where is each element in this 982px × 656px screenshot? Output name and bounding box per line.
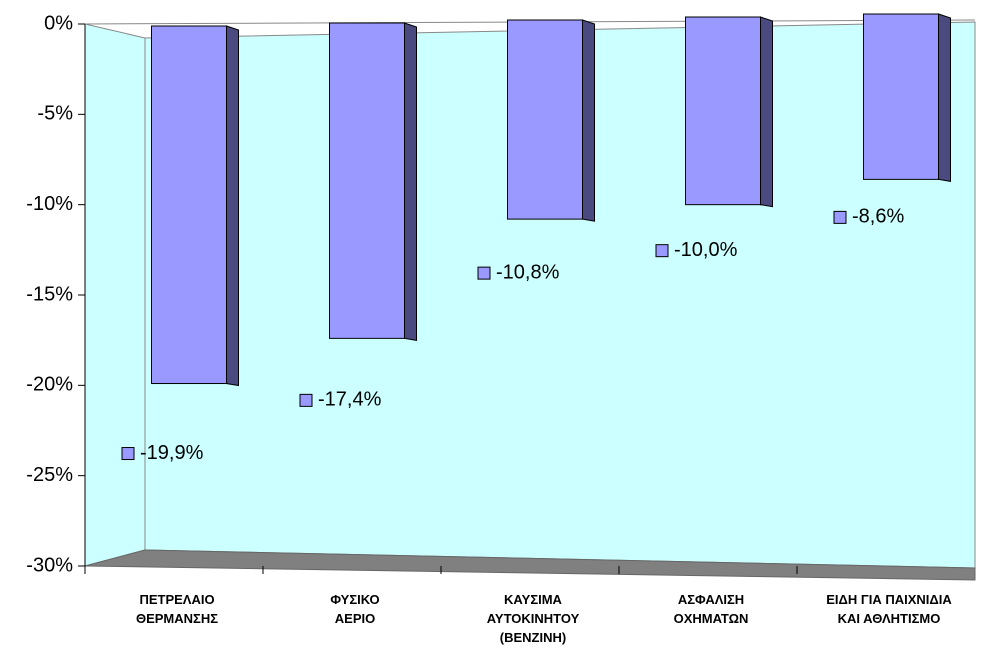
side-wall <box>84 23 146 567</box>
bar <box>863 13 939 180</box>
x-tick-label: ΠΕΤΡΕΛΑΙΟ ΘΕΡΜΑΝΣΗΣ <box>135 592 219 626</box>
x-tick-label: ΕΙΔΗ ΓΙΑ ΠΑΙΧΝΙΔΙΑ ΚΑΙ ΑΘΛΗΤΙΣΜΟ <box>826 592 952 626</box>
y-tick-label: -25% <box>26 464 73 486</box>
value-label: -19,9% <box>140 442 204 464</box>
label-key <box>121 447 135 461</box>
y-tick-label: -20% <box>26 374 73 396</box>
bar-side <box>938 13 951 182</box>
value-label: -17,4% <box>318 389 382 411</box>
y-tick-label: -5% <box>37 103 73 125</box>
x-tick-label: ΑΣΦΑΛΙΣΗ ΟΧΗΜΑΤΩΝ <box>673 592 749 626</box>
bar <box>685 16 761 206</box>
value-label: -10,0% <box>674 239 738 261</box>
x-tick-label: ΦΥΣΙΚΟ ΑΕΡΙΟ <box>330 592 380 626</box>
bar <box>151 25 227 385</box>
value-label: -10,8% <box>496 261 560 283</box>
y-tick-label: -15% <box>26 283 73 305</box>
x-tick-label: ΚΑΥΣΙΜΑ ΑΥΤΟΚΙΝΗΤΟΥ (ΒΕΝΖΙΝΗ) <box>486 592 580 645</box>
label-key <box>655 244 669 258</box>
bar-side <box>582 19 595 222</box>
bar-side <box>404 22 417 341</box>
y-tick-label: -10% <box>26 193 73 215</box>
bar <box>329 22 405 339</box>
y-tick-label: -30% <box>26 554 73 576</box>
floor <box>84 549 976 581</box>
label-key <box>299 393 313 407</box>
value-label: -8,6% <box>852 206 904 228</box>
label-key <box>833 210 847 224</box>
bar-side <box>760 16 773 208</box>
label-key <box>477 266 491 280</box>
bar <box>507 19 583 220</box>
y-tick-label: 0% <box>44 12 73 34</box>
bar-side <box>226 25 239 387</box>
